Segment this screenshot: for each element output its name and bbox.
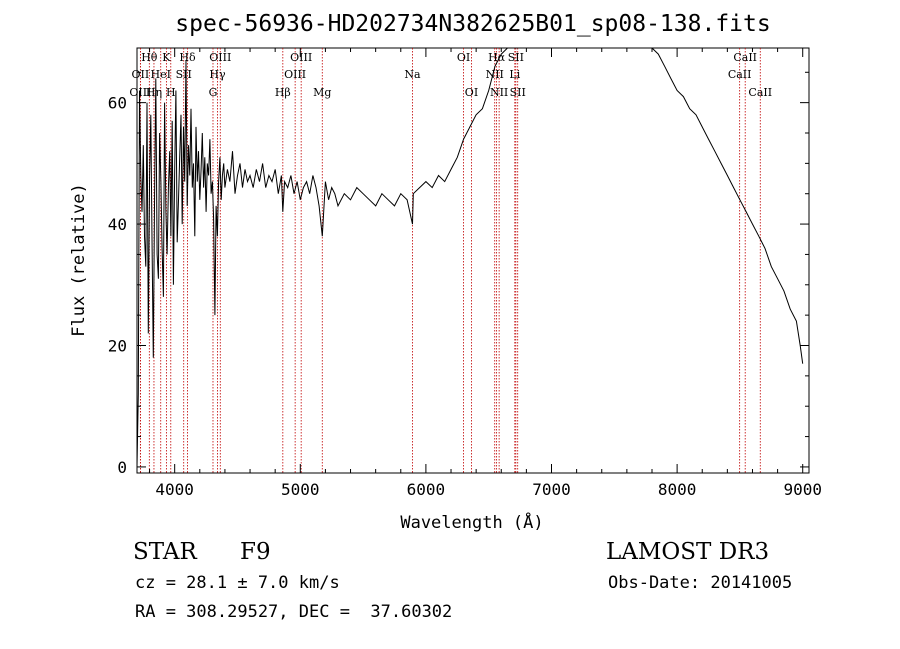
- y-axis-ticks: 0 20 40 60: [108, 71, 809, 477]
- line-label: Hη: [146, 86, 162, 99]
- line-label: Hθ: [141, 51, 158, 64]
- y-tick-label: 0: [117, 458, 127, 477]
- line-label: OIII: [129, 86, 151, 99]
- line-label: CaII: [728, 68, 752, 81]
- redshift-cz: cz = 28.1 ± 7.0 km/s: [135, 573, 340, 593]
- line-label: SII: [510, 86, 526, 99]
- line-label: Hβ: [275, 86, 291, 99]
- line-label: OI: [465, 86, 478, 99]
- flux-series-line: [136, 47, 804, 467]
- y-axis-label: Flux (relative): [69, 183, 89, 337]
- x-axis-ticks: 4000 5000 6000 7000 8000 9000: [149, 48, 822, 499]
- x-tick-label: 7000: [532, 480, 571, 499]
- x-tick-label: 6000: [407, 480, 446, 499]
- line-label: SII: [508, 51, 524, 64]
- survey-name: LAMOST DR3: [606, 539, 770, 565]
- line-label: HeI: [151, 68, 171, 81]
- line-label: OI: [457, 51, 470, 64]
- y-tick-label: 20: [108, 337, 127, 356]
- y-tick-label: 60: [108, 94, 127, 113]
- object-class: STAR: [133, 539, 197, 565]
- line-label: OIII: [290, 51, 312, 64]
- x-tick-label: 8000: [658, 480, 697, 499]
- line-label: Hδ: [179, 51, 196, 64]
- line-label: NII: [486, 68, 504, 81]
- plot-frame: [136, 47, 810, 474]
- line-label: Li: [509, 68, 520, 81]
- line-label: Mg: [313, 86, 331, 99]
- line-label: Na: [404, 68, 421, 81]
- observation-date: Obs-Date: 20141005: [608, 573, 793, 593]
- line-label: CaII: [733, 51, 757, 64]
- chart-title: spec-56936-HD202734N382625B01_sp08-138.f…: [175, 11, 770, 37]
- line-label: CaII: [748, 86, 772, 99]
- line-label: K: [162, 51, 171, 64]
- line-label: G: [209, 86, 218, 99]
- x-tick-label: 5000: [281, 480, 320, 499]
- x-tick-label: 4000: [155, 480, 194, 499]
- line-label: Hα: [488, 51, 506, 64]
- x-tick-label: 9000: [783, 480, 822, 499]
- emission-line-markers: [139, 48, 761, 473]
- line-label: Hγ: [209, 68, 226, 81]
- line-label: OIII: [209, 51, 231, 64]
- y-tick-label: 40: [108, 215, 127, 234]
- ra-dec-coordinates: RA = 308.29527, DEC = 37.60302: [135, 602, 453, 622]
- line-label: OII: [132, 68, 150, 81]
- line-label: NII: [490, 86, 508, 99]
- spectral-subclass: F9: [240, 539, 271, 565]
- line-label: SII: [176, 68, 192, 81]
- line-label: OIII: [284, 68, 306, 81]
- x-axis-label: Wavelength (Å): [400, 511, 543, 533]
- line-label: H: [166, 86, 176, 99]
